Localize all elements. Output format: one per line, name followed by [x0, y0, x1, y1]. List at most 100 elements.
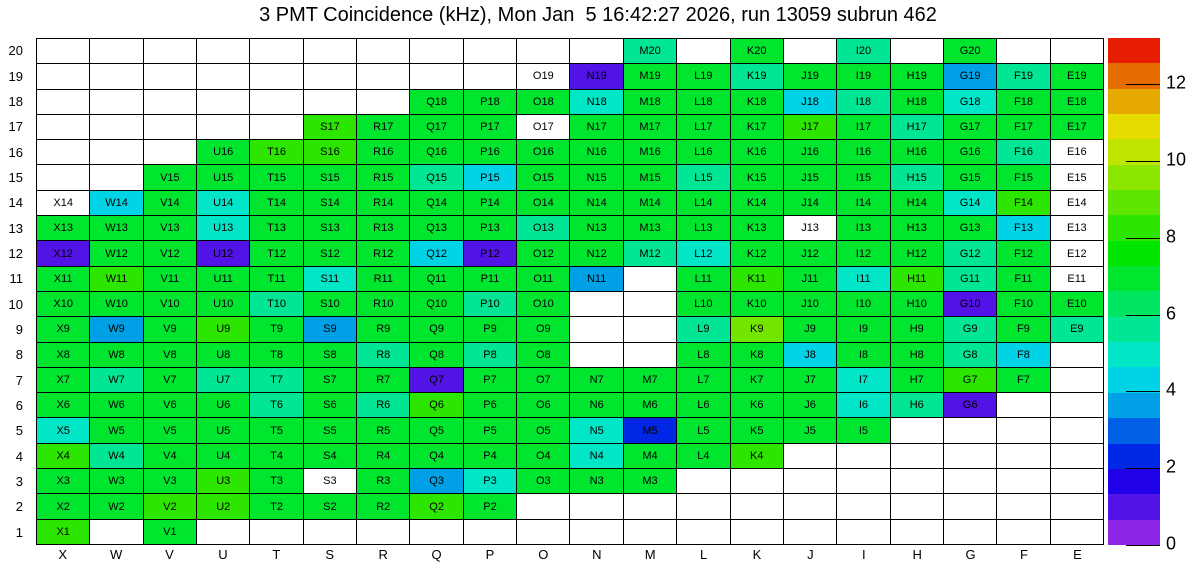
cell-G10: G10: [943, 291, 998, 318]
colorbar-band-6: [1108, 392, 1160, 419]
cell-E9: E9: [1050, 317, 1104, 343]
cell-G11: G11: [943, 266, 998, 292]
cell-L16: L16: [677, 140, 731, 166]
cell-E7: [1050, 367, 1104, 394]
row-label-5: 5: [15, 423, 23, 439]
cell-R20: [357, 39, 411, 65]
cell-P7: P7: [463, 367, 518, 394]
cell-Q4: Q4: [410, 443, 464, 470]
cell-F13: F13: [997, 216, 1051, 242]
cell-H5: [890, 418, 944, 444]
row-label-13: 13: [8, 220, 23, 236]
colorbar-band-2: [1108, 494, 1160, 520]
cell-V18: [143, 89, 198, 115]
y-axis-row-labels: 20 19 18 17 16 15 14 13 12 11 10 9 8 7 6 5 4 3 2 1: [0, 38, 30, 545]
cell-J5: J5: [783, 418, 838, 444]
cell-E3: [1050, 469, 1104, 495]
cell-H20: [890, 39, 944, 65]
cell-G4: [943, 443, 998, 470]
column-label-U: U: [218, 547, 228, 562]
cell-N2: [570, 494, 624, 520]
cell-I16: I16: [837, 140, 891, 166]
cell-T13: T13: [250, 216, 304, 242]
cell-F11: F11: [997, 266, 1051, 292]
cell-X18: [37, 89, 91, 115]
cell-I18: I18: [837, 89, 891, 115]
cell-G19: G19: [943, 64, 998, 90]
cell-K7: K7: [730, 367, 784, 394]
column-label-K: K: [752, 547, 762, 562]
cell-J15: J15: [783, 165, 838, 191]
column-label-N: N: [592, 547, 602, 562]
cell-E15: E15: [1050, 165, 1104, 191]
cell-T8: T8: [250, 342, 304, 368]
cell-U17: [197, 114, 251, 141]
cell-S15: S15: [303, 165, 358, 191]
cell-S7: S7: [303, 367, 358, 394]
cell-G20: G20: [943, 39, 998, 65]
row-label-17: 17: [8, 119, 23, 135]
cell-X5: X5: [37, 418, 91, 444]
cell-T16: T16: [250, 140, 304, 166]
cell-E14: E14: [1050, 190, 1104, 217]
cell-H10: H10: [890, 291, 944, 318]
cell-M12: M12: [623, 241, 678, 267]
cell-T19: [250, 64, 304, 90]
cell-P1: [463, 519, 518, 545]
cell-P10: P10: [463, 291, 518, 318]
cell-L15: L15: [677, 165, 731, 191]
cell-U9: U9: [197, 317, 251, 343]
cell-K20: K20: [730, 39, 784, 65]
cell-W3: W3: [90, 469, 144, 495]
cell-W11: W11: [90, 266, 144, 292]
cell-H6: H6: [890, 393, 944, 419]
cell-R9: R9: [357, 317, 411, 343]
cell-S18: [303, 89, 358, 115]
cell-W17: [90, 114, 144, 141]
cell-G6: G6: [943, 393, 998, 419]
colorbar-band-11: [1108, 266, 1160, 292]
cell-M11: [623, 266, 678, 292]
colorbar-tick-label-0: 0: [1166, 533, 1177, 554]
cell-T17: [250, 114, 304, 141]
cell-H16: H16: [890, 140, 944, 166]
cell-S1: [303, 519, 358, 545]
cell-R16: R16: [357, 140, 411, 166]
colorbar-band-9: [1108, 316, 1160, 343]
colorbar-band-18: [1108, 88, 1160, 115]
cell-P16: P16: [463, 140, 518, 166]
cell-H7: H7: [890, 367, 944, 394]
cell-K11: K11: [730, 266, 784, 292]
cell-T4: T4: [250, 443, 304, 470]
row-label-18: 18: [8, 93, 23, 109]
cell-W9: W9: [90, 317, 144, 343]
cell-I20: I20: [837, 39, 891, 65]
cell-N20: [570, 39, 624, 65]
cell-K9: K9: [730, 317, 784, 343]
cell-X17: [37, 114, 91, 141]
cell-N15: N15: [570, 165, 624, 191]
column-label-X: X: [58, 547, 68, 562]
heatmap-grid: M20 K20 I20 G20 O19 N19 M19 L19 K19 J19 I19 H19 G19 F…: [36, 38, 1104, 545]
cell-V12: V12: [143, 241, 198, 267]
cell-E10: E10: [1050, 291, 1104, 318]
column-label-M: M: [644, 547, 656, 562]
cell-U8: U8: [197, 342, 251, 368]
cell-O2: [517, 494, 571, 520]
cell-S9: S9: [303, 317, 358, 343]
cell-E11: E11: [1050, 266, 1104, 292]
cell-S16: S16: [303, 140, 358, 166]
cell-Q17: Q17: [410, 114, 464, 141]
colorbar-tick-label-12: 12: [1166, 72, 1187, 93]
cell-W13: W13: [90, 216, 144, 242]
cell-J14: J14: [783, 190, 838, 217]
cell-R2: R2: [357, 494, 411, 520]
cell-G8: G8: [943, 342, 998, 368]
column-label-H: H: [912, 547, 922, 562]
cell-F18: F18: [997, 89, 1051, 115]
cell-U20: [197, 39, 251, 65]
cell-M14: M14: [623, 190, 678, 217]
colorbar-tick-0: [1126, 545, 1160, 546]
cell-N7: N7: [570, 367, 624, 394]
cell-Q10: Q10: [410, 291, 464, 318]
